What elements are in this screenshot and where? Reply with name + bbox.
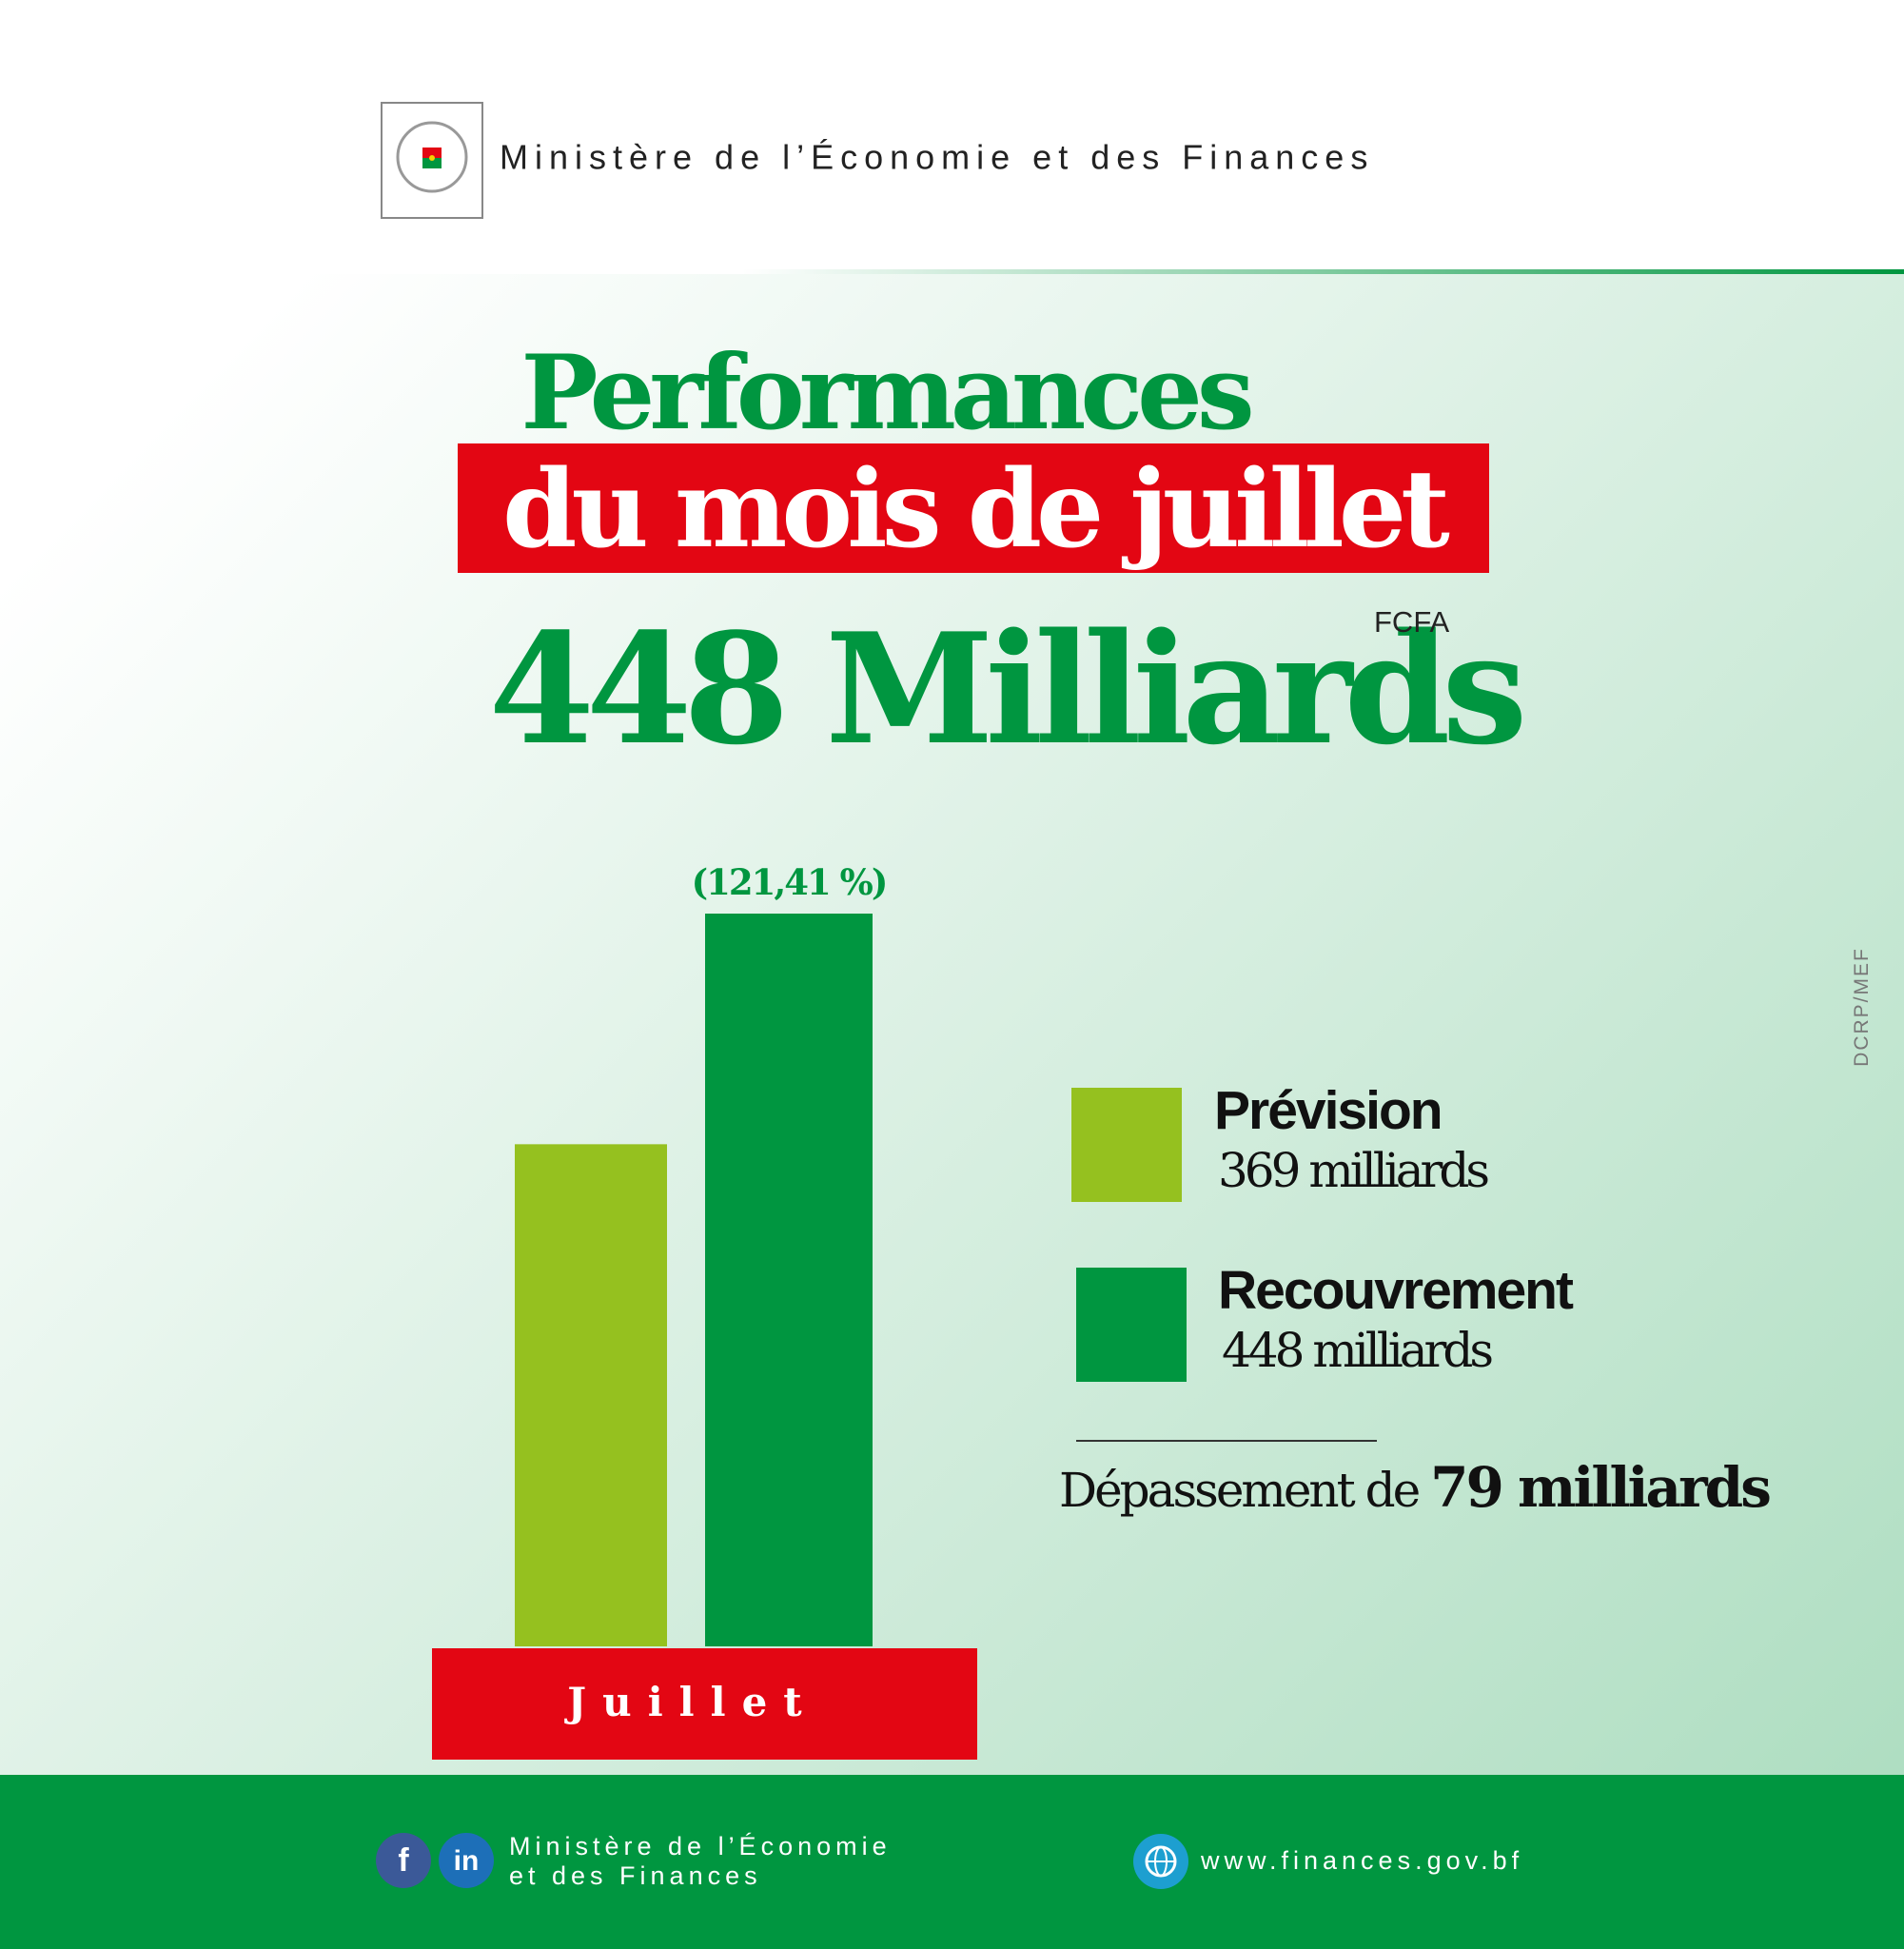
- svg-text:in: in: [454, 1845, 480, 1877]
- excess-label: Dépassement de: [1059, 1463, 1420, 1518]
- facebook-icon[interactable]: f: [376, 1833, 431, 1888]
- header-rule: [742, 269, 1904, 274]
- coat-of-arms: [381, 102, 483, 219]
- footer-website[interactable]: www.finances.gov.bf: [1200, 1846, 1523, 1875]
- credit: DCRP/MEF: [1851, 947, 1873, 1067]
- category-box: [432, 1648, 977, 1760]
- bar: [515, 1144, 667, 1646]
- globe-icon[interactable]: [1133, 1834, 1188, 1889]
- x-tick-label: Juillet: [563, 1679, 817, 1725]
- headline: 448 Milliards: [489, 600, 1522, 778]
- excess-note: Dépassement de 79 milliards: [1059, 1455, 1770, 1520]
- bar: [705, 914, 873, 1646]
- linkedin-icon[interactable]: in: [439, 1833, 494, 1888]
- value-label: 448 milliards: [1222, 1323, 1492, 1378]
- footer-ministry-line: et des Finances: [509, 1861, 762, 1890]
- header-band: [0, 0, 1904, 274]
- legend-label: Recouvrement: [1218, 1260, 1574, 1321]
- legend-swatch: [1071, 1088, 1182, 1202]
- svg-text:f: f: [398, 1842, 409, 1879]
- footer-band: [0, 1775, 1904, 1949]
- headline-unit: FCFA: [1374, 605, 1450, 639]
- footer-ministry-line: Ministère de l’Économie: [509, 1832, 892, 1860]
- subtitle-box: [458, 443, 1489, 573]
- header-title: Ministère de l’Économie et des Finances: [500, 138, 1374, 177]
- value-label: 369 milliards: [1218, 1143, 1488, 1198]
- chart-title: Performances: [520, 333, 1251, 453]
- excess-value: 79 milliards: [1430, 1455, 1770, 1520]
- chart-subtitle: du mois de juillet: [502, 447, 1450, 572]
- legend-label: Prévision: [1214, 1080, 1442, 1141]
- bar-annotation: (121,41 %): [692, 861, 887, 903]
- legend-swatch: [1076, 1268, 1187, 1382]
